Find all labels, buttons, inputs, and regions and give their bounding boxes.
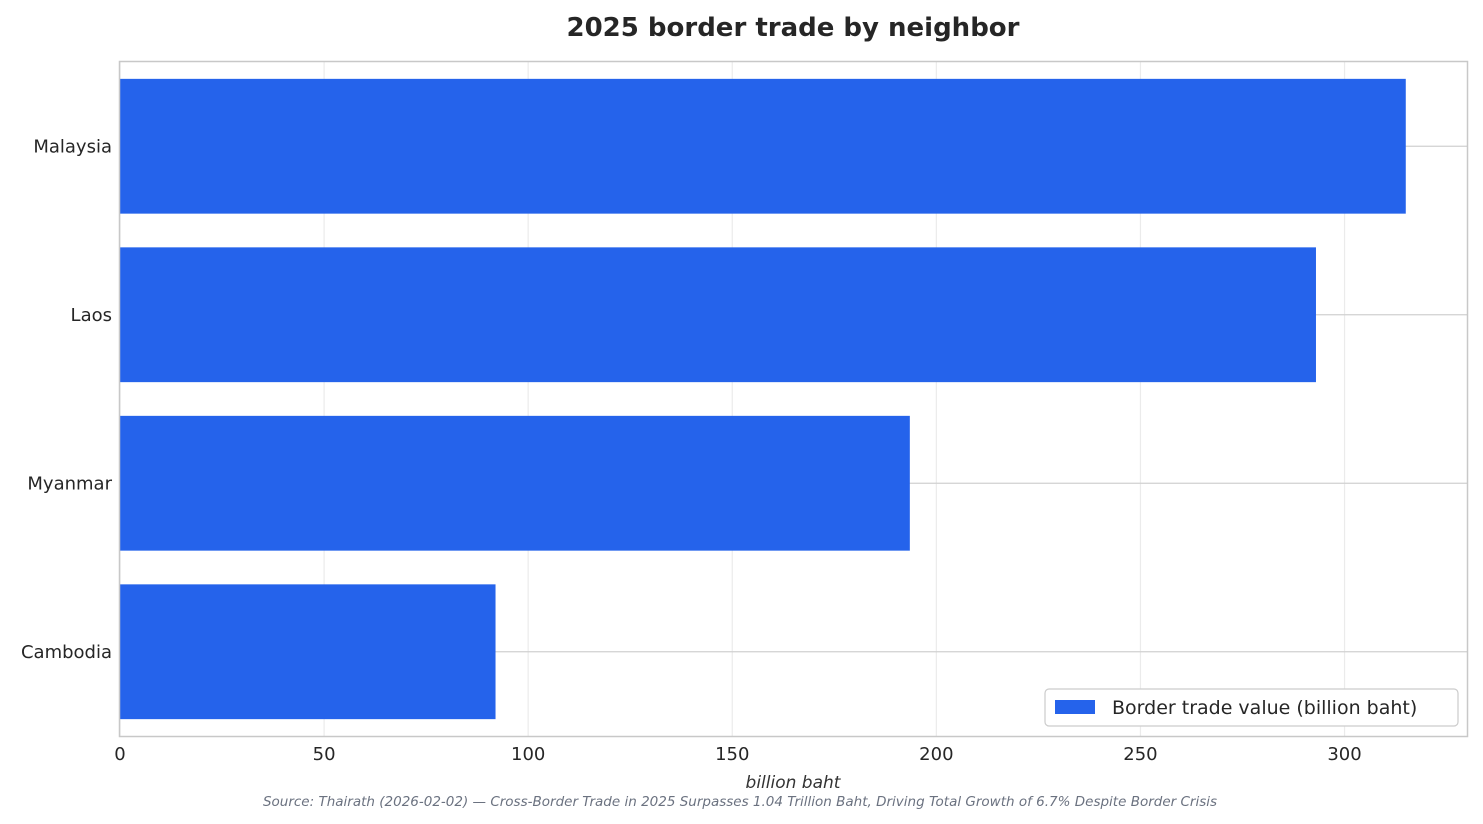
x-tick-label: 0 [114,744,125,765]
x-axis-ticks: 0 50 100 150 200 250 300 [114,744,1361,765]
plot-frame [118,60,1469,738]
x-tick-label: 200 [919,744,953,765]
category-label: Myanmar [27,473,112,494]
bar-cambodia [120,584,496,720]
y-axis-categories: Malaysia Laos Myanmar Cambodia [21,136,113,663]
x-tick-label: 300 [1327,744,1361,765]
chart-title: 2025 border trade by neighbor [566,13,1019,43]
legend-swatch [1055,700,1095,714]
bars [120,78,1406,720]
bar-malaysia [120,78,1406,214]
x-tick-label: 100 [511,744,545,765]
x-tick-label: 150 [715,744,749,765]
source-note: Source: Thairath (2026-02-02) — Cross-Bo… [263,794,1217,810]
x-axis-label: billion baht [746,773,842,793]
bar-laos [120,247,1316,383]
legend-label: Border trade value (billion baht) [1112,697,1417,719]
legend: Border trade value (billion baht) [1044,688,1459,727]
x-tick-label: 50 [313,744,336,765]
x-tick-label: 250 [1123,744,1157,765]
bar-myanmar [120,415,910,551]
category-label: Laos [71,305,112,326]
category-label: Malaysia [33,136,112,157]
category-label: Cambodia [21,642,112,663]
legend-box [1044,688,1459,727]
